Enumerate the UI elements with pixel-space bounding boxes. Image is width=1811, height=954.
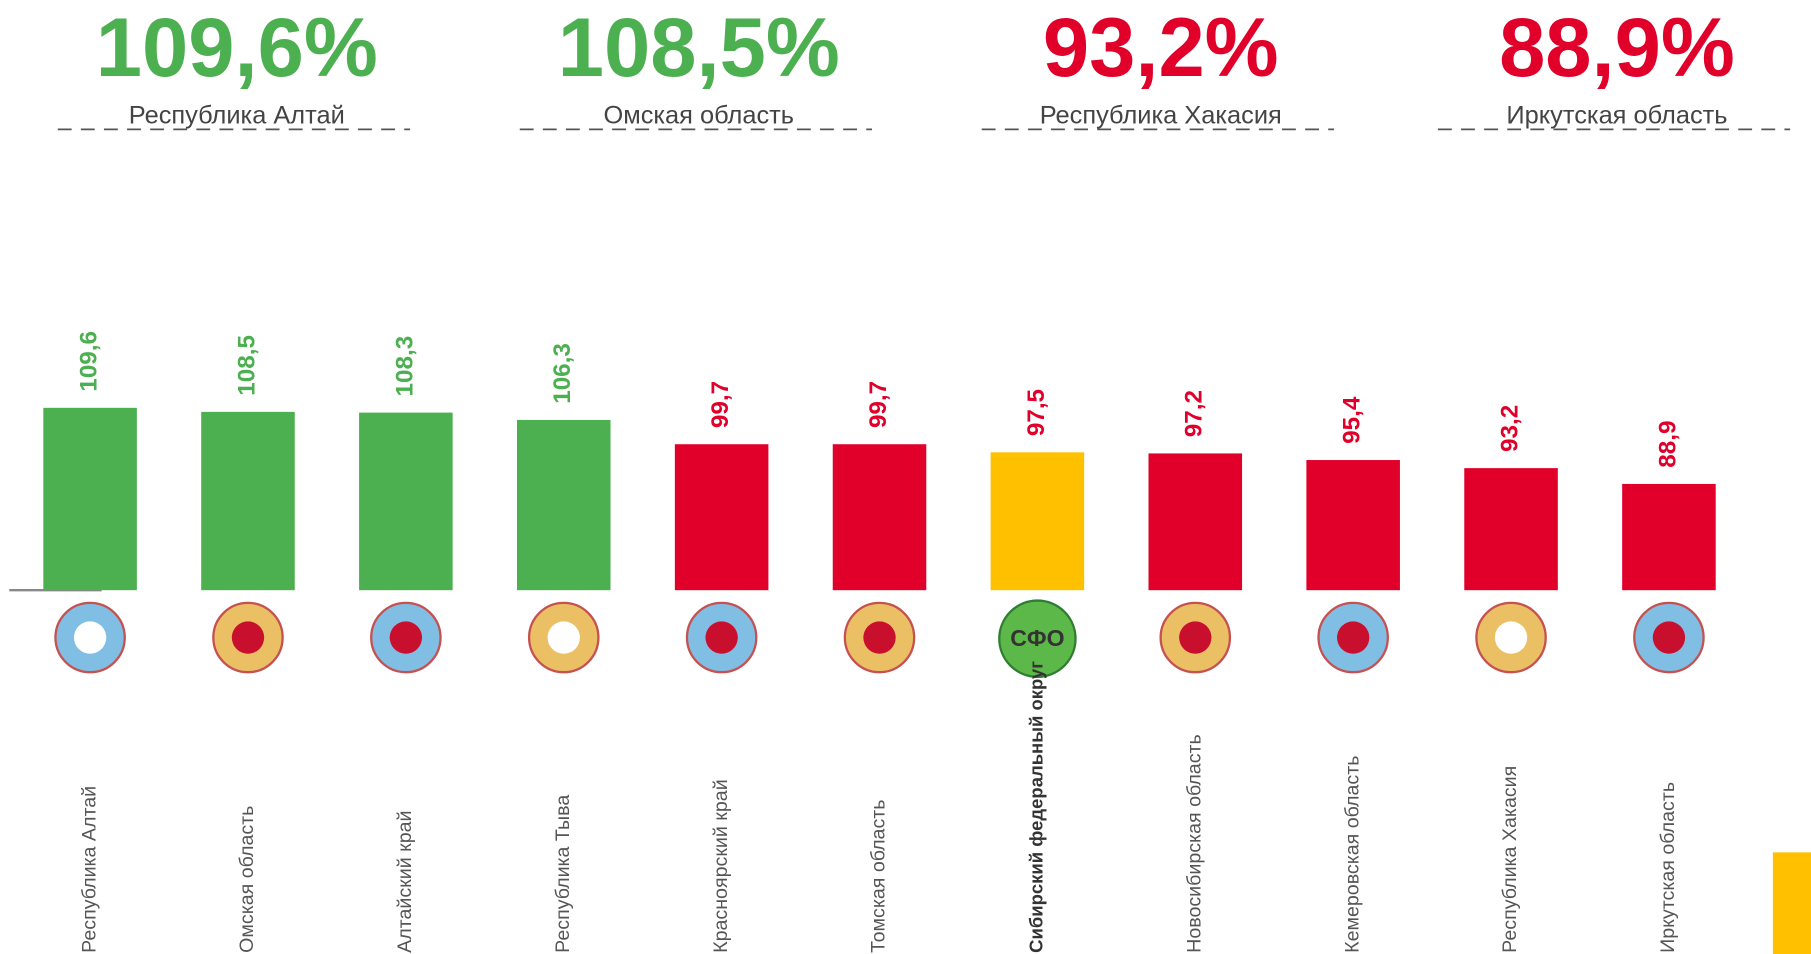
x-tick-label: Иркутская область	[1657, 782, 1679, 953]
value-label: 97,2	[1181, 390, 1208, 437]
x-tick-label: Кемеровская область	[1341, 756, 1363, 953]
value-label: 109,6	[76, 331, 103, 392]
value-label: 108,5	[233, 335, 260, 396]
emblem	[998, 599, 1077, 678]
emblem-core	[1336, 621, 1370, 654]
value-label: 99,7	[707, 381, 734, 428]
emblem-core	[1179, 621, 1212, 654]
value-label: 106,3	[549, 343, 576, 404]
x-tick-label: Алтайский край	[394, 811, 416, 953]
x-tick-label: Сибирский федеральный округ	[1025, 661, 1046, 953]
emblem-text: СФО	[1010, 625, 1064, 651]
x-tick-label: Республика Алтай	[78, 786, 100, 953]
emblem-core	[705, 621, 738, 654]
bar	[990, 452, 1085, 591]
x-tick-label: Республика Тыва	[552, 795, 574, 953]
bar	[516, 419, 611, 591]
x-tick-label: Красноярский край	[710, 779, 732, 953]
x-tick-label: Новосибирская область	[1183, 734, 1205, 953]
bar	[832, 444, 927, 591]
emblem-core	[1652, 621, 1686, 654]
emblem-core	[863, 621, 896, 654]
headline-region: Иркутская область	[1506, 102, 1727, 130]
bar	[359, 412, 453, 591]
emblem-core	[547, 621, 580, 654]
bar	[674, 444, 769, 591]
value-label: 97,5	[1023, 389, 1050, 436]
value-label: 108,3	[391, 336, 418, 397]
headline-value: 88,9%	[1499, 1, 1735, 94]
headline-region: Республика Хакасия	[1040, 102, 1282, 130]
emblem-core	[1494, 621, 1528, 654]
value-label: 95,4	[1339, 396, 1366, 444]
bar	[43, 407, 137, 591]
value-label: 99,7	[865, 381, 892, 428]
emblem-core	[73, 621, 107, 654]
x-tick-label: Омская область	[236, 806, 258, 953]
value-label: 88,9	[1654, 421, 1681, 468]
bar	[1306, 460, 1400, 591]
emblem-core	[231, 621, 265, 654]
bar	[1148, 453, 1243, 591]
bar	[1622, 483, 1716, 591]
emblem-core	[389, 621, 423, 654]
bar	[1464, 468, 1558, 591]
headline-region: Республика Алтай	[129, 102, 345, 130]
corner-badge	[1772, 852, 1811, 954]
headline-value: 108,5%	[558, 1, 840, 94]
headline-value: 93,2%	[1043, 1, 1279, 94]
headline-region: Омская область	[604, 102, 795, 130]
headline-value: 109,6%	[96, 1, 378, 94]
x-tick-label: Томская область	[868, 799, 890, 952]
x-tick-label: Республика Хакасия	[1499, 766, 1521, 953]
value-label: 93,2	[1496, 405, 1523, 452]
bar	[201, 411, 295, 591]
